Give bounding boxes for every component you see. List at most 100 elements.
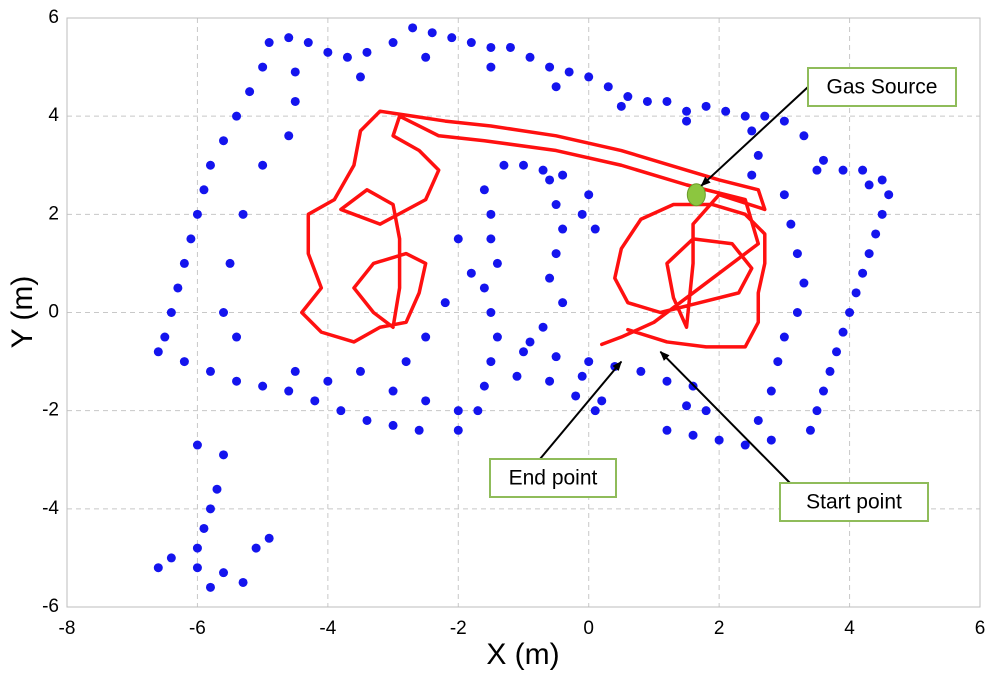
scan-point — [812, 406, 822, 416]
scan-point — [538, 165, 548, 175]
scan-point — [864, 249, 874, 259]
scan-point — [747, 170, 757, 180]
y-tick-label: 2 — [48, 203, 59, 224]
x-tick-label: 4 — [844, 618, 855, 639]
scan-point — [760, 111, 770, 121]
scan-point — [205, 504, 215, 514]
scan-point — [362, 47, 372, 57]
y-tick-label: 0 — [48, 302, 59, 323]
scan-point — [388, 38, 398, 48]
scan-point — [753, 150, 763, 160]
scan-point — [205, 366, 215, 376]
scan-point — [479, 381, 489, 391]
scan-point — [832, 347, 842, 357]
scan-point — [192, 440, 202, 450]
scan-point — [636, 366, 646, 376]
scan-point — [584, 190, 594, 200]
scan-point — [388, 386, 398, 396]
scan-point — [179, 357, 189, 367]
scan-point — [232, 332, 242, 342]
scan-point — [421, 52, 431, 62]
x-tick-label: -8 — [59, 618, 76, 639]
scan-point — [538, 322, 548, 332]
scan-point — [590, 406, 600, 416]
scan-point — [232, 111, 242, 121]
scan-point — [558, 298, 568, 308]
scan-point — [740, 440, 750, 450]
scan-point — [662, 376, 672, 386]
scan-point — [284, 131, 294, 141]
plot-frame — [66, 17, 981, 608]
y-tick-label: 6 — [48, 7, 59, 28]
x-tick-label: -4 — [319, 618, 336, 639]
scan-point — [551, 249, 561, 259]
scan-point — [323, 47, 333, 57]
scan-point — [421, 332, 431, 342]
scan-point — [251, 543, 261, 553]
x-tick-label: 6 — [975, 618, 986, 639]
scan-point — [786, 219, 796, 229]
scan-point — [766, 386, 776, 396]
scan-point — [205, 160, 215, 170]
annotation-label: Start point — [806, 491, 902, 514]
scan-point — [408, 23, 418, 33]
scan-point — [864, 180, 874, 190]
scan-point — [388, 420, 398, 430]
scan-point — [166, 553, 176, 563]
annotation-label: End point — [509, 467, 598, 490]
scan-point — [773, 357, 783, 367]
scan-point — [153, 563, 163, 573]
scan-point — [545, 175, 555, 185]
scan-point — [779, 190, 789, 200]
scan-point — [799, 131, 809, 141]
scan-point — [505, 42, 515, 52]
scan-point — [584, 357, 594, 367]
scan-point — [225, 258, 235, 268]
y-tick-label: -4 — [42, 498, 59, 519]
scan-point — [590, 224, 600, 234]
scan-point — [858, 268, 868, 278]
scan-point — [486, 62, 496, 72]
scan-point — [577, 209, 587, 219]
scan-point — [245, 87, 255, 97]
scan-point — [753, 415, 763, 425]
scan-point — [238, 577, 248, 587]
scan-point — [845, 308, 855, 317]
scan-point — [173, 283, 183, 293]
scan-point — [577, 371, 587, 381]
scan-point — [818, 386, 828, 396]
scan-point — [355, 366, 365, 376]
annotation-label: Gas Source — [827, 76, 938, 99]
annotation-box — [779, 482, 929, 522]
scan-point — [721, 106, 731, 116]
scan-point — [219, 136, 229, 146]
scan-point — [160, 332, 170, 342]
scan-point — [290, 67, 300, 77]
x-tick-label: 2 — [714, 618, 725, 639]
scan-point — [597, 396, 607, 406]
scan-point — [877, 209, 887, 219]
scan-point — [805, 425, 815, 435]
annotation-box — [807, 67, 957, 107]
scan-point — [701, 101, 711, 111]
scan-point — [290, 366, 300, 376]
scan-point — [303, 38, 313, 48]
scan-point — [427, 28, 437, 38]
scan-point — [682, 106, 692, 116]
scan-point — [264, 38, 274, 48]
scan-point — [525, 337, 535, 347]
y-tick-label: -6 — [42, 596, 59, 617]
scan-point — [310, 396, 320, 406]
scan-point — [747, 126, 757, 136]
scan-point — [290, 96, 300, 106]
scan-point — [238, 209, 248, 219]
scan-point — [284, 386, 294, 396]
scan-point — [342, 52, 352, 62]
scan-point — [851, 288, 861, 298]
scan-point — [779, 116, 789, 126]
scan-point — [603, 82, 613, 92]
scan-point — [825, 366, 835, 376]
scan-point — [551, 352, 561, 362]
scan-point — [838, 327, 848, 337]
scan-point — [486, 357, 496, 367]
